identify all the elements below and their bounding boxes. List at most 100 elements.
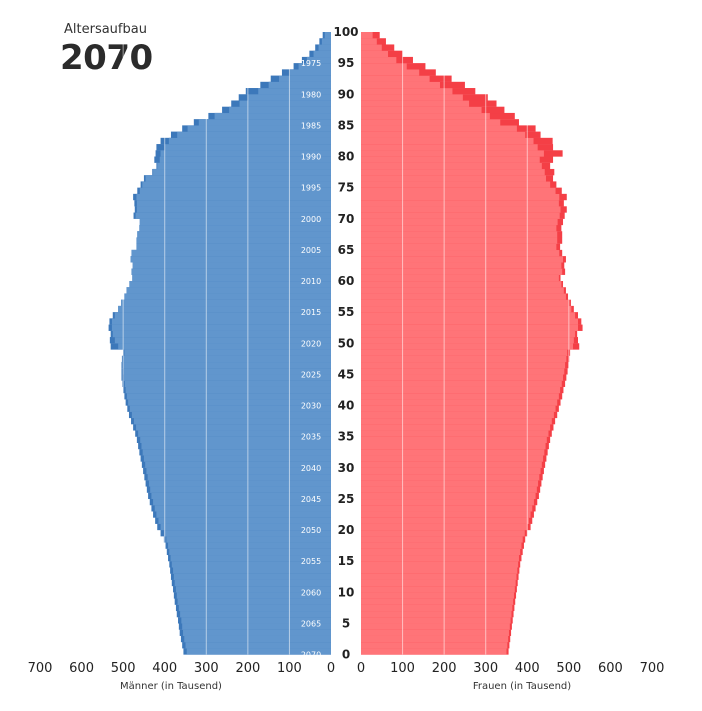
female-bar <box>361 349 568 356</box>
male-bar <box>160 150 331 157</box>
female-bar <box>361 206 561 213</box>
male-bar <box>168 137 331 145</box>
male-bar <box>318 44 331 51</box>
male-bar <box>173 573 331 580</box>
female-bar <box>361 106 482 114</box>
female-bar <box>361 100 470 107</box>
female-bar <box>361 193 560 201</box>
age-tick-label: 40 <box>338 399 355 413</box>
male-bar <box>131 268 331 275</box>
birth-year-label: 2005 <box>301 246 321 255</box>
male-bar <box>143 455 331 462</box>
male-bar <box>128 399 331 406</box>
x-tick-label-men: 0 <box>327 661 335 676</box>
female-bar <box>361 94 463 101</box>
female-bar <box>361 299 569 307</box>
female-bar <box>361 436 547 443</box>
male-bar <box>183 629 331 636</box>
female-bar <box>361 218 558 226</box>
age-tick-label: 5 <box>342 616 350 630</box>
male-bar <box>136 206 331 213</box>
age-tick-label: 45 <box>338 367 355 381</box>
female-bar <box>361 455 544 462</box>
female-bar <box>361 224 557 232</box>
female-bar <box>361 212 560 219</box>
male-bar <box>136 200 331 207</box>
male-bar <box>171 561 331 568</box>
male-bar <box>156 511 331 518</box>
male-bar <box>124 380 331 387</box>
male-bar <box>214 112 331 120</box>
age-tick-label: 50 <box>338 336 355 350</box>
male-bar <box>142 449 331 456</box>
male-bar <box>177 131 331 138</box>
male-bar <box>139 218 331 226</box>
male-bar <box>130 256 331 263</box>
age-tick-label: 75 <box>338 181 355 195</box>
male-bars-group <box>108 32 332 655</box>
birth-year-label: 2070 <box>301 651 321 660</box>
birth-year-label: 1990 <box>301 153 321 162</box>
female-bar <box>361 405 556 412</box>
female-bar <box>361 337 574 344</box>
x-tick-label-women: 700 <box>640 661 665 676</box>
male-bar <box>173 567 331 574</box>
female-bar <box>361 324 578 331</box>
female-bar <box>361 268 563 275</box>
x-tick-label-men: 600 <box>69 661 94 676</box>
birth-year-label: 1980 <box>301 90 321 99</box>
female-bar <box>361 50 389 58</box>
x-tick-label-women: 300 <box>473 661 498 676</box>
x-axis-ticks-group: 700 600 500 400 300 200 100 0 0 100 200 300 400 500 60… <box>28 661 665 676</box>
female-bar <box>361 480 539 487</box>
birth-year-label: 2065 <box>301 619 321 628</box>
male-bar <box>118 305 332 313</box>
female-bar <box>361 498 534 506</box>
female-bar <box>361 542 522 549</box>
male-bar <box>187 125 331 132</box>
male-bar <box>258 88 331 95</box>
male-bar <box>142 181 331 188</box>
male-bar <box>186 648 331 655</box>
female-bar <box>361 81 440 89</box>
male-bar <box>229 106 331 114</box>
birth-year-label: 2055 <box>301 557 321 566</box>
female-bar <box>361 642 508 649</box>
age-tick-label: 10 <box>338 585 355 599</box>
male-bar <box>129 281 331 288</box>
male-bar <box>145 461 331 468</box>
male-bar <box>145 175 331 182</box>
male-bar <box>175 586 331 593</box>
birth-year-label: 1985 <box>301 121 321 130</box>
female-bar <box>361 112 490 120</box>
male-bar <box>131 249 331 257</box>
x-tick-label-men: 400 <box>152 661 177 676</box>
female-bar <box>361 287 564 294</box>
female-bar <box>361 561 519 568</box>
age-tick-label: 80 <box>338 150 355 164</box>
female-bar <box>361 411 554 419</box>
male-bar <box>123 368 331 375</box>
female-bar <box>361 44 382 51</box>
chart-subtitle: Altersaufbau <box>64 22 147 37</box>
male-bar <box>136 193 331 201</box>
female-bar <box>361 393 559 400</box>
female-bar <box>361 548 521 556</box>
male-bar <box>132 274 331 282</box>
birth-year-labels-group: 2070 2065 2060 2055 2050 2045 2040 2035 2030 2025… <box>301 59 321 659</box>
female-bar <box>361 442 546 450</box>
female-bar <box>361 486 537 493</box>
male-bar <box>133 417 331 425</box>
female-bar <box>361 492 536 500</box>
male-bar <box>141 442 331 450</box>
female-bar <box>361 168 545 176</box>
birth-year-label: 2015 <box>301 308 321 317</box>
age-tick-label: 35 <box>338 430 355 444</box>
male-bar <box>125 386 332 394</box>
x-tick-label-women: 100 <box>390 661 415 676</box>
male-bar <box>123 355 332 363</box>
birth-year-label: 2020 <box>301 339 321 348</box>
female-bar <box>361 69 420 76</box>
male-bar <box>126 287 331 294</box>
male-bar <box>157 162 331 170</box>
